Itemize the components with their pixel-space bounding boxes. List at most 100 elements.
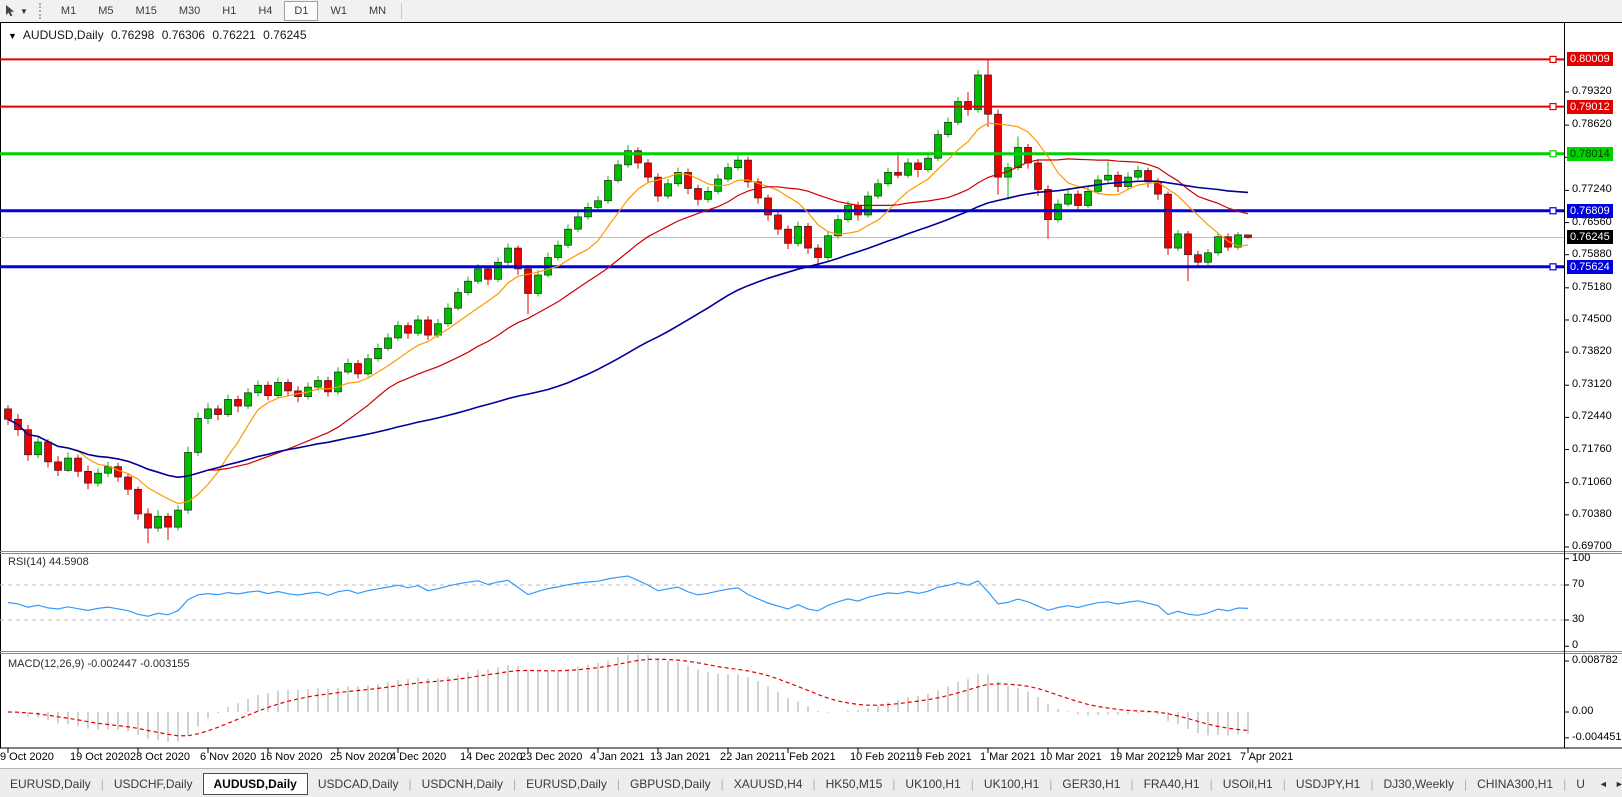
chart-title: ▼ AUDUSD,Daily 0.76298 0.76306 0.76221 0.… xyxy=(8,28,311,42)
tab-divider: | xyxy=(1370,776,1374,791)
chart-tab-eurusd-daily[interactable]: EURUSD,Daily xyxy=(526,776,607,791)
candle xyxy=(284,379,292,396)
chart-tab-u[interactable]: U xyxy=(1576,776,1585,791)
chart-tab-usdcad-daily[interactable]: USDCAD,Daily xyxy=(317,776,399,791)
candle xyxy=(924,153,932,173)
chart-tab-gbpusd-daily[interactable]: GBPUSD,Daily xyxy=(629,776,711,791)
timeframe-button-group: M1 M5 M15 M30 H1 H4 D1 W1 MN xyxy=(50,1,397,21)
ma-fast-line xyxy=(7,122,1249,505)
candle xyxy=(824,231,832,261)
chart-tab-hk50-m15[interactable]: HK50,M15 xyxy=(825,776,883,791)
timeframe-button-mn[interactable]: MN xyxy=(368,5,387,17)
chart-tab-ger30-h1[interactable]: GER30,H1 xyxy=(1062,776,1121,791)
tab-divider: | xyxy=(1130,776,1134,791)
macd-indicator-label: MACD(12,26,9) -0.002447 -0.003155 xyxy=(8,658,190,670)
chart-tab-usdcnh-daily[interactable]: USDCNH,Daily xyxy=(421,776,504,791)
candle xyxy=(454,287,462,311)
chart-background xyxy=(0,22,1622,768)
hline-drag-handle[interactable] xyxy=(1549,263,1557,271)
chart-tab-china300-h1[interactable]: CHINA300,H1 xyxy=(1477,776,1554,791)
candle xyxy=(1134,165,1142,180)
candle xyxy=(1164,191,1172,255)
timeframe-button-w1[interactable]: W1 xyxy=(330,5,347,17)
timeframe-button-m1[interactable]: M1 xyxy=(60,5,77,17)
hline-level-0.80009[interactable] xyxy=(0,55,1564,64)
hline-level-0.76809[interactable] xyxy=(0,207,1564,215)
hline-drag-handle[interactable] xyxy=(1549,102,1557,111)
chart-tab-dj30-weekly[interactable]: DJ30,Weekly xyxy=(1383,776,1454,791)
hline-drag-handle[interactable] xyxy=(1549,150,1557,158)
chart-tab-fra40-h1[interactable]: FRA40,H1 xyxy=(1143,776,1200,791)
candle xyxy=(444,303,452,327)
chart-tab-uk100-h1[interactable]: UK100,H1 xyxy=(983,776,1040,791)
chart-tab-usoil-h1[interactable]: USOil,H1 xyxy=(1222,776,1273,791)
candle xyxy=(894,152,902,179)
hline-level-0.78014[interactable] xyxy=(0,150,1564,158)
candle xyxy=(384,333,392,351)
tab-divider: | xyxy=(616,776,620,791)
cursor-icon xyxy=(6,5,15,17)
candle xyxy=(1104,161,1112,183)
candle xyxy=(54,456,62,477)
candle xyxy=(634,147,642,169)
candle xyxy=(964,92,972,116)
ohlc-open: 0.76298 xyxy=(110,28,155,42)
tab-scroll-left-button[interactable]: ◄ xyxy=(1598,778,1608,789)
candle xyxy=(884,167,892,187)
candle xyxy=(624,144,632,168)
chart-tab-audusd-daily[interactable]: AUDUSD,Daily xyxy=(202,772,308,795)
candle xyxy=(94,468,102,487)
candle xyxy=(1244,234,1252,239)
candle xyxy=(64,452,72,473)
chart-area[interactable]: ▼ AUDUSD,Daily 0.76298 0.76306 0.76221 0.… xyxy=(0,22,1622,768)
hline-level-0.79012[interactable] xyxy=(0,102,1564,111)
chart-canvas[interactable] xyxy=(0,22,1622,768)
candle xyxy=(754,178,762,204)
candle xyxy=(74,454,82,477)
timeframe-button-d1[interactable]: D1 xyxy=(284,1,319,21)
tab-divider: | xyxy=(1282,776,1286,791)
tab-divider: | xyxy=(1563,776,1567,791)
candle xyxy=(204,403,212,425)
candle xyxy=(4,405,12,425)
candle xyxy=(554,240,562,261)
chevron-down-icon: ▼ xyxy=(20,6,28,16)
timeframe-button-m30[interactable]: M30 xyxy=(178,5,201,17)
chart-tab-usdchf-daily[interactable]: USDCHF,Daily xyxy=(113,776,193,791)
candle xyxy=(84,465,92,490)
timeframe-button-m5[interactable]: M5 xyxy=(98,5,114,17)
timeframe-button-h4[interactable]: H4 xyxy=(258,5,273,17)
candle xyxy=(274,377,282,399)
timeframe-button-h1[interactable]: H1 xyxy=(222,5,237,17)
chart-tab-eurusd-daily[interactable]: EURUSD,Daily xyxy=(10,776,91,791)
hline-level-0.75624[interactable] xyxy=(0,263,1564,271)
toolbar-grip[interactable] xyxy=(38,3,45,19)
candle xyxy=(144,508,152,544)
candle xyxy=(954,96,962,126)
candlestick-series xyxy=(4,59,1252,544)
chart-tab-uk100-h1[interactable]: UK100,H1 xyxy=(905,776,961,791)
candle xyxy=(604,175,612,204)
chart-tab-usdjpy-h1[interactable]: USDJPY,H1 xyxy=(1295,776,1361,791)
tab-scroll-right-button[interactable]: ► xyxy=(1612,777,1622,791)
candle xyxy=(184,446,192,514)
hline-drag-handle[interactable] xyxy=(1549,55,1557,64)
tab-divider: | xyxy=(408,776,412,791)
ohlc-high: 0.76306 xyxy=(161,28,206,42)
chart-tab-xauusd-h4[interactable]: XAUUSD,H4 xyxy=(733,776,803,791)
timeframe-button-m15[interactable]: M15 xyxy=(135,5,157,17)
chart-menu-caret-icon[interactable]: ▼ xyxy=(8,31,17,41)
cursor-tool-button[interactable]: ▼ xyxy=(0,2,32,20)
candle xyxy=(1144,167,1152,188)
candle xyxy=(674,167,682,187)
tab-divider: | xyxy=(720,776,724,791)
candle xyxy=(874,179,882,199)
candle xyxy=(1204,249,1212,266)
tab-divider: | xyxy=(892,776,896,791)
candle xyxy=(244,388,252,409)
hline-drag-handle[interactable] xyxy=(1549,207,1557,215)
candle xyxy=(354,360,362,379)
candle xyxy=(194,412,202,457)
candle xyxy=(1234,231,1242,250)
tab-divider: | xyxy=(1049,776,1053,791)
